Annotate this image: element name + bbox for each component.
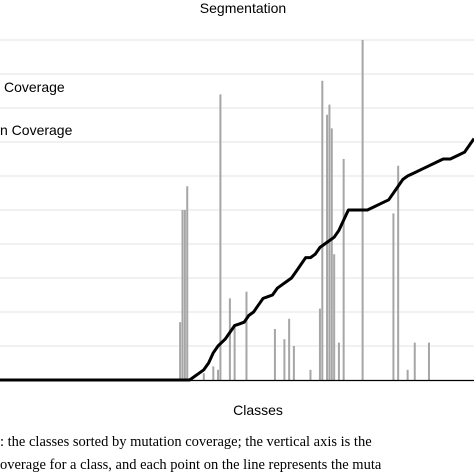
legend-entry-2: n Coverage: [0, 122, 73, 138]
coverage-line: [0, 137, 474, 382]
chart-title: Segmentation: [200, 0, 286, 16]
caption-line-1: : the classes sorted by mutation coverag…: [0, 434, 372, 450]
caption-line-2: overage for a class, and each point on t…: [0, 457, 382, 473]
legend-entry-1: Coverage: [4, 79, 65, 95]
x-axis-label: Classes: [233, 402, 283, 418]
gridlines: [0, 39, 474, 347]
bar-series: [179, 40, 430, 380]
